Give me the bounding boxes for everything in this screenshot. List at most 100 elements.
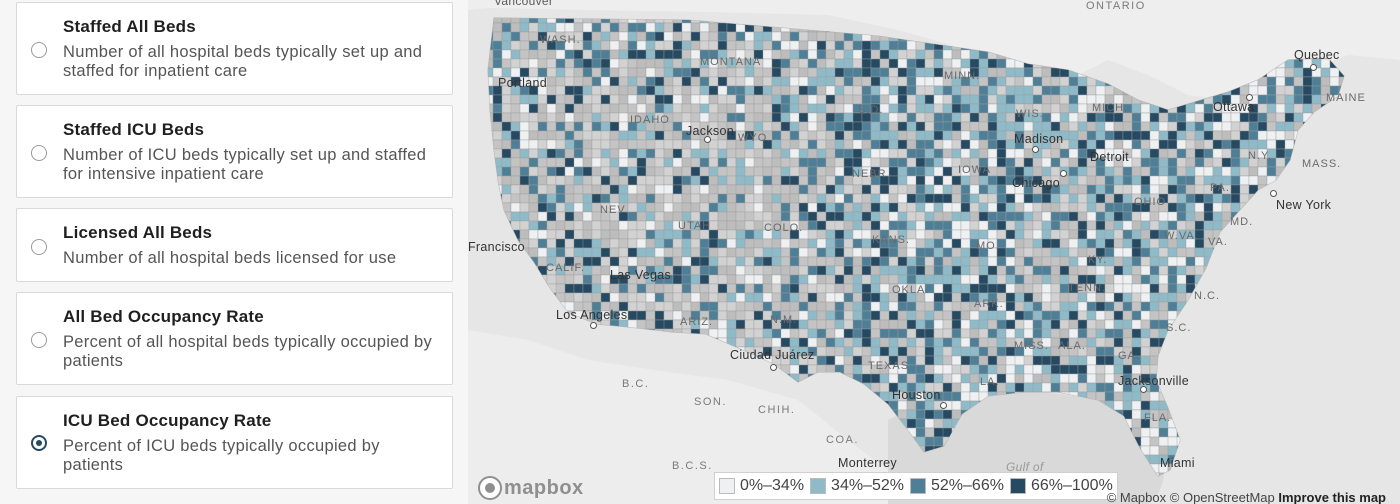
county-cell	[951, 355, 962, 366]
county-cell	[834, 103, 845, 114]
county-cell	[798, 193, 809, 204]
county-cell	[807, 301, 818, 312]
county-cell	[636, 85, 647, 96]
county-cell	[915, 265, 926, 276]
county-cell	[1131, 364, 1142, 375]
county-cell	[528, 94, 539, 105]
county-cell	[645, 103, 656, 114]
county-cell	[1095, 346, 1106, 357]
county-cell	[573, 292, 584, 303]
county-cell	[861, 247, 872, 258]
county-cell	[942, 310, 953, 321]
county-cell	[1284, 112, 1295, 123]
option-title: ICU Bed Occupancy Rate	[63, 411, 272, 430]
county-cell	[1095, 292, 1106, 303]
county-cell	[717, 40, 728, 51]
county-cell	[996, 166, 1007, 177]
county-cell	[1023, 202, 1034, 213]
county-cell	[825, 166, 836, 177]
radio-button[interactable]	[31, 239, 47, 255]
county-cell	[663, 85, 674, 96]
metric-option-all-bed-occupancy-rate[interactable]: All Bed Occupancy Rate Percent of all ho…	[16, 292, 453, 385]
county-cell	[699, 67, 710, 78]
county-cell	[1257, 112, 1268, 123]
county-cell	[1077, 148, 1088, 159]
county-cell	[1302, 94, 1313, 105]
county-cell	[789, 238, 800, 249]
county-cell	[870, 283, 881, 294]
county-cell	[1059, 382, 1070, 393]
radio-button[interactable]	[31, 145, 47, 161]
county-cell	[789, 157, 800, 168]
radio-button-selected[interactable]	[31, 435, 47, 451]
county-cell	[744, 292, 755, 303]
county-cell	[942, 247, 953, 258]
county-cell	[618, 67, 629, 78]
county-cell	[1203, 112, 1214, 123]
county-cell	[1095, 229, 1106, 240]
county-cell	[528, 229, 539, 240]
county-cell	[951, 94, 962, 105]
county-cell	[1122, 391, 1133, 402]
county-cell	[1149, 157, 1160, 168]
county-cell	[780, 184, 791, 195]
county-cell	[1050, 373, 1061, 384]
county-cell	[924, 418, 935, 429]
county-cell	[1266, 112, 1277, 123]
county-cell	[555, 274, 566, 285]
county-cell	[582, 193, 593, 204]
county-cell	[1086, 193, 1097, 204]
county-cell	[555, 94, 566, 105]
county-cell	[915, 211, 926, 222]
radio-button[interactable]	[31, 332, 47, 348]
radio-button[interactable]	[31, 42, 47, 58]
county-cell	[1149, 112, 1160, 123]
county-cell	[897, 220, 908, 231]
county-cell	[771, 40, 782, 51]
county-cell	[1086, 328, 1097, 339]
county-cell	[1104, 112, 1115, 123]
county-cell	[1059, 229, 1070, 240]
county-choropleth-map[interactable]: Vancouver ONTARIO Quebec Ottawa MAINE WA…	[468, 0, 1400, 504]
county-cell	[789, 184, 800, 195]
metric-option-icu-bed-occupancy-rate[interactable]: ICU Bed Occupancy Rate Percent of ICU be…	[16, 396, 453, 489]
county-cell	[519, 220, 530, 231]
county-cell	[708, 157, 719, 168]
county-cell	[1122, 202, 1133, 213]
county-cell	[762, 238, 773, 249]
metric-option-staffed-icu-beds[interactable]: Staffed ICU Beds Number of ICU beds typi…	[16, 105, 453, 198]
county-cell	[1293, 67, 1304, 78]
county-cell	[888, 184, 899, 195]
county-cell	[564, 184, 575, 195]
county-cell	[1014, 247, 1025, 258]
metric-option-licensed-all-beds[interactable]: Licensed All Beds Number of all hospital…	[16, 208, 453, 282]
county-cell	[825, 58, 836, 69]
county-cell	[960, 112, 971, 123]
county-cell	[609, 148, 620, 159]
county-cell	[789, 301, 800, 312]
metric-option-staffed-all-beds[interactable]: Staffed All Beds Number of all hospital …	[16, 2, 453, 95]
county-cell	[870, 256, 881, 267]
county-cell	[1320, 67, 1331, 78]
county-cell	[834, 355, 845, 366]
county-cell	[987, 355, 998, 366]
county-cell	[1194, 211, 1205, 222]
county-cell	[924, 247, 935, 258]
county-cell	[987, 202, 998, 213]
county-cell	[771, 283, 782, 294]
county-cell	[861, 301, 872, 312]
county-cell	[1248, 166, 1259, 177]
county-cell	[699, 40, 710, 51]
county-cell	[915, 76, 926, 87]
county-cell	[879, 346, 890, 357]
county-cell	[1068, 103, 1079, 114]
county-cell	[1086, 301, 1097, 312]
county-cell	[1032, 301, 1043, 312]
county-cell	[528, 130, 539, 141]
county-cell	[546, 76, 557, 87]
county-cell	[960, 400, 971, 411]
county-cell	[1023, 373, 1034, 384]
county-cell	[627, 103, 638, 114]
county-cell	[780, 130, 791, 141]
county-cell	[1149, 130, 1160, 141]
